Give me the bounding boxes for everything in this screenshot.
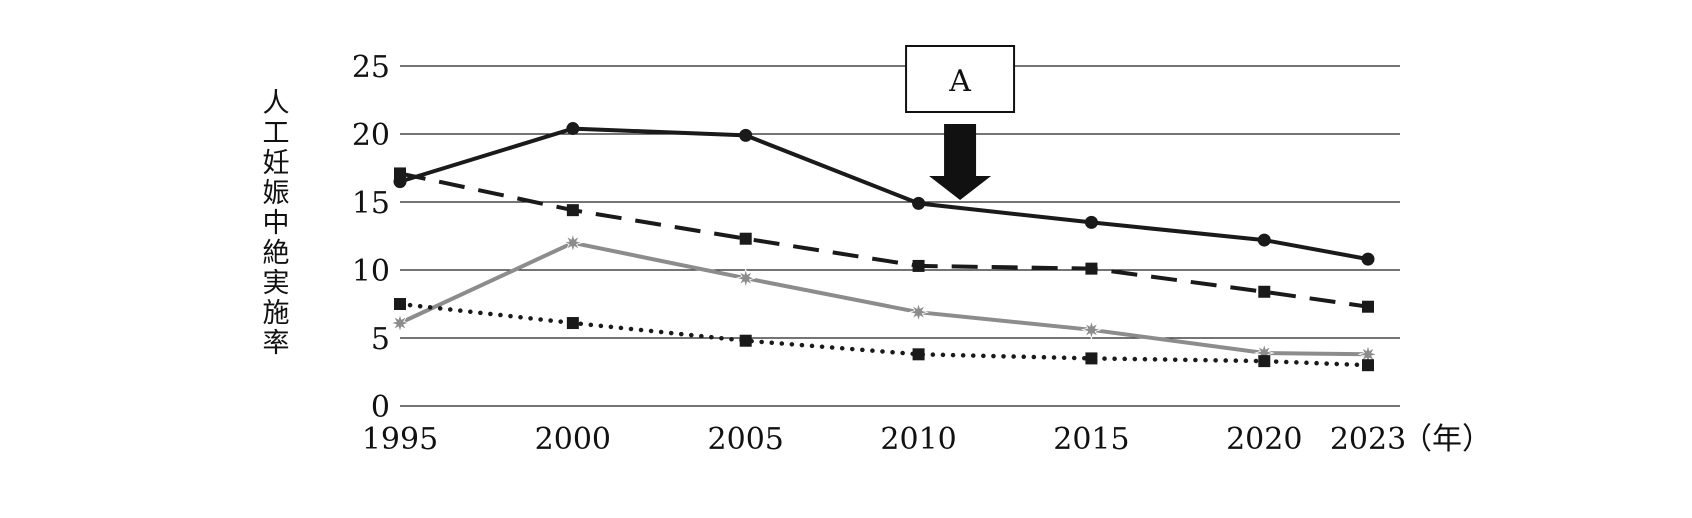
series-3: [389, 232, 1379, 365]
y-label-char: 人: [263, 88, 290, 119]
x-tick-2000: 2000: [535, 422, 611, 457]
y-tick-25: 25: [352, 50, 390, 85]
series-4: [394, 298, 1374, 372]
series-3-point-2015: [1080, 319, 1102, 341]
x-tick-2005: 2005: [708, 422, 784, 457]
annotation-label: A: [948, 64, 971, 99]
x-tick-2020: 2020: [1226, 422, 1302, 457]
y-tick-15: 15: [352, 186, 390, 221]
series-2-point-2020: [1258, 285, 1271, 298]
series-1-point-2020: [1257, 233, 1271, 247]
x-tick-labels: 1995 2000 2005 2010 2015 2020 2023: [362, 422, 1406, 457]
x-tick-1995: 1995: [362, 422, 438, 457]
series-1-point-2023: [1361, 252, 1375, 266]
y-label-char: 中: [263, 208, 290, 239]
y-label-char: 率: [263, 328, 290, 359]
series-2-point-2000: [566, 204, 579, 217]
series-4-point-2023: [1362, 359, 1374, 372]
series-4-point-2000: [566, 317, 579, 330]
x-tick-2023: 2023: [1330, 422, 1406, 457]
series-4-point-2015: [1085, 352, 1098, 365]
annotation-box: [905, 45, 1016, 113]
series-1-point-2010: [912, 196, 926, 210]
series-3-point-2000: [562, 232, 584, 254]
y-label-char: 実: [263, 268, 290, 299]
y-label-char: 娠: [263, 178, 290, 209]
series-3-point-2005: [735, 267, 757, 289]
series-2-point-2023: [1362, 300, 1374, 313]
series-1-line: [399, 126, 1369, 262]
series-2-point-2005: [739, 232, 752, 245]
series-2-point-2015: [1085, 262, 1098, 275]
x-tick-2010: 2010: [880, 422, 956, 457]
series-3-point-2010: [908, 301, 930, 323]
y-tick-5: 5: [371, 322, 390, 357]
y-label-char: 施: [263, 298, 290, 329]
series-4-point-1995: [394, 298, 406, 310]
series-2-point-1995: [394, 167, 406, 180]
y-tick-0: 0: [371, 390, 390, 425]
x-axis-unit: （年）: [1402, 422, 1492, 457]
y-label-char: 妊: [263, 148, 290, 179]
series-2-point-2010: [912, 259, 925, 272]
y-label-char: 絶: [263, 238, 290, 269]
y-tick-20: 20: [352, 118, 390, 153]
gridlines: [400, 65, 1400, 407]
x-tick-2015: 2015: [1053, 422, 1129, 457]
series-lines: [389, 122, 1379, 372]
series-4-point-2010: [912, 348, 925, 361]
series-4-point-2005: [739, 334, 752, 347]
y-label-char: 工: [263, 118, 290, 149]
down-arrow-icon: [929, 124, 992, 200]
series-3-point-1995: [389, 312, 411, 334]
series-1: [393, 122, 1375, 266]
series-1-point-2000: [566, 122, 580, 136]
series-2: [394, 167, 1374, 313]
series-4-point-2020: [1258, 355, 1271, 368]
y-tick-labels: 0 5 10 15 20 25: [352, 50, 390, 425]
series-1-point-2015: [1084, 215, 1098, 229]
series-1-point-2005: [739, 128, 753, 142]
series-4-line: [397, 301, 1371, 368]
y-tick-10: 10: [352, 254, 390, 289]
annotation: A: [905, 45, 1016, 200]
series-2-line: [399, 171, 1369, 309]
